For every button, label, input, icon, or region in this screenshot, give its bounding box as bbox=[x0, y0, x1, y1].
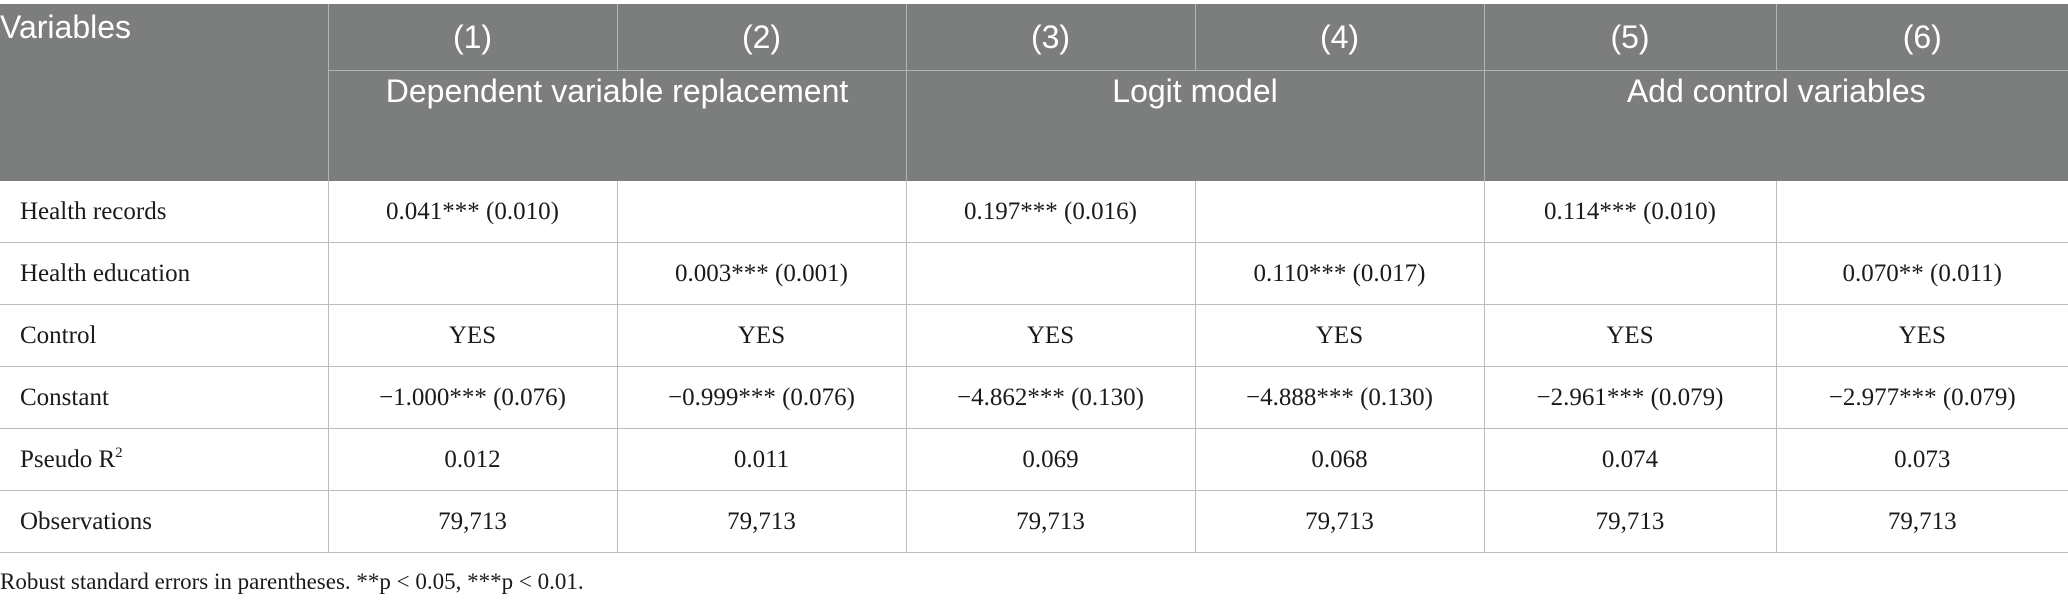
row-label: Observations bbox=[0, 490, 329, 553]
table-cell: 79,713 bbox=[906, 490, 1196, 553]
table-row-health-records: Health records 0.041*** (0.010) 0.197***… bbox=[0, 181, 2068, 243]
group-header-dependent-variable-replacement: Dependent variable replacement bbox=[328, 70, 907, 181]
column-header-3: (3) bbox=[906, 4, 1196, 71]
column-header-6: (6) bbox=[1776, 4, 2068, 71]
column-header-1: (1) bbox=[328, 4, 618, 71]
table-cell: 79,713 bbox=[328, 490, 618, 553]
table-cell: 0.114*** (0.010) bbox=[1484, 181, 1777, 243]
table-cell: 79,713 bbox=[1484, 490, 1777, 553]
variables-header: Variables bbox=[0, 4, 329, 181]
table-cell: 0.068 bbox=[1195, 428, 1485, 491]
table-cell: 0.011 bbox=[617, 428, 907, 491]
table-footnote: Robust standard errors in parentheses. *… bbox=[0, 569, 584, 594]
row-label: Health education bbox=[0, 242, 329, 305]
table-cell: 79,713 bbox=[1776, 490, 2068, 553]
table-row-constant: Constant −1.000*** (0.076) −0.999*** (0.… bbox=[0, 366, 2068, 429]
table-cell: YES bbox=[1776, 304, 2068, 367]
table-cell: 0.070** (0.011) bbox=[1776, 242, 2068, 305]
table-cell: 0.110*** (0.017) bbox=[1195, 242, 1485, 305]
table-body: Health records 0.041*** (0.010) 0.197***… bbox=[0, 181, 2068, 553]
table-cell: YES bbox=[1195, 304, 1485, 367]
table-cell bbox=[906, 242, 1196, 305]
table-cell: 79,713 bbox=[1195, 490, 1485, 553]
group-header-logit-model: Logit model bbox=[906, 70, 1485, 181]
table-cell: YES bbox=[617, 304, 907, 367]
table-cell: YES bbox=[906, 304, 1196, 367]
table-row-observations: Observations 79,713 79,713 79,713 79,713… bbox=[0, 490, 2068, 553]
table-cell: −0.999*** (0.076) bbox=[617, 366, 907, 429]
table-row-control: Control YES YES YES YES YES YES bbox=[0, 304, 2068, 367]
table-cell: −1.000*** (0.076) bbox=[328, 366, 618, 429]
table-cell: −2.977*** (0.079) bbox=[1776, 366, 2068, 429]
table-cell bbox=[617, 181, 907, 243]
column-header-4: (4) bbox=[1195, 4, 1485, 71]
row-label: Pseudo R2 bbox=[0, 428, 329, 491]
column-header-2: (2) bbox=[617, 4, 907, 71]
table-cell: 0.073 bbox=[1776, 428, 2068, 491]
table-cell: 0.074 bbox=[1484, 428, 1777, 491]
row-label: Control bbox=[0, 304, 329, 367]
table-cell: −4.888*** (0.130) bbox=[1195, 366, 1485, 429]
table-row-health-education: Health education 0.003*** (0.001) 0.110*… bbox=[0, 242, 2068, 305]
column-header-5: (5) bbox=[1484, 4, 1777, 71]
table-header: Variables (1) (2) (3) (4) (5) (6) Depend… bbox=[0, 4, 2068, 181]
table-cell bbox=[1776, 181, 2068, 243]
table-cell: YES bbox=[328, 304, 618, 367]
table-cell: 0.069 bbox=[906, 428, 1196, 491]
row-label: Health records bbox=[0, 181, 329, 243]
table-cell: −4.862*** (0.130) bbox=[906, 366, 1196, 429]
table-cell: 0.041*** (0.010) bbox=[328, 181, 618, 243]
table-row-pseudo-r2: Pseudo R2 0.012 0.011 0.069 0.068 0.074 … bbox=[0, 428, 2068, 491]
row-label-text: Pseudo R bbox=[20, 446, 116, 473]
table-cell: 0.003*** (0.001) bbox=[617, 242, 907, 305]
table-cell: 0.012 bbox=[328, 428, 618, 491]
table-cell: 79,713 bbox=[617, 490, 907, 553]
superscript: 2 bbox=[115, 445, 123, 461]
table-cell bbox=[1484, 242, 1777, 305]
table-cell: 0.197*** (0.016) bbox=[906, 181, 1196, 243]
regression-results-table: Variables (1) (2) (3) (4) (5) (6) Depend… bbox=[0, 4, 2068, 553]
table-cell bbox=[1195, 181, 1485, 243]
group-header-add-control-variables: Add control variables bbox=[1484, 70, 2068, 181]
table-cell: −2.961*** (0.079) bbox=[1484, 366, 1777, 429]
table-cell: YES bbox=[1484, 304, 1777, 367]
row-label: Constant bbox=[0, 366, 329, 429]
table-cell bbox=[328, 242, 618, 305]
